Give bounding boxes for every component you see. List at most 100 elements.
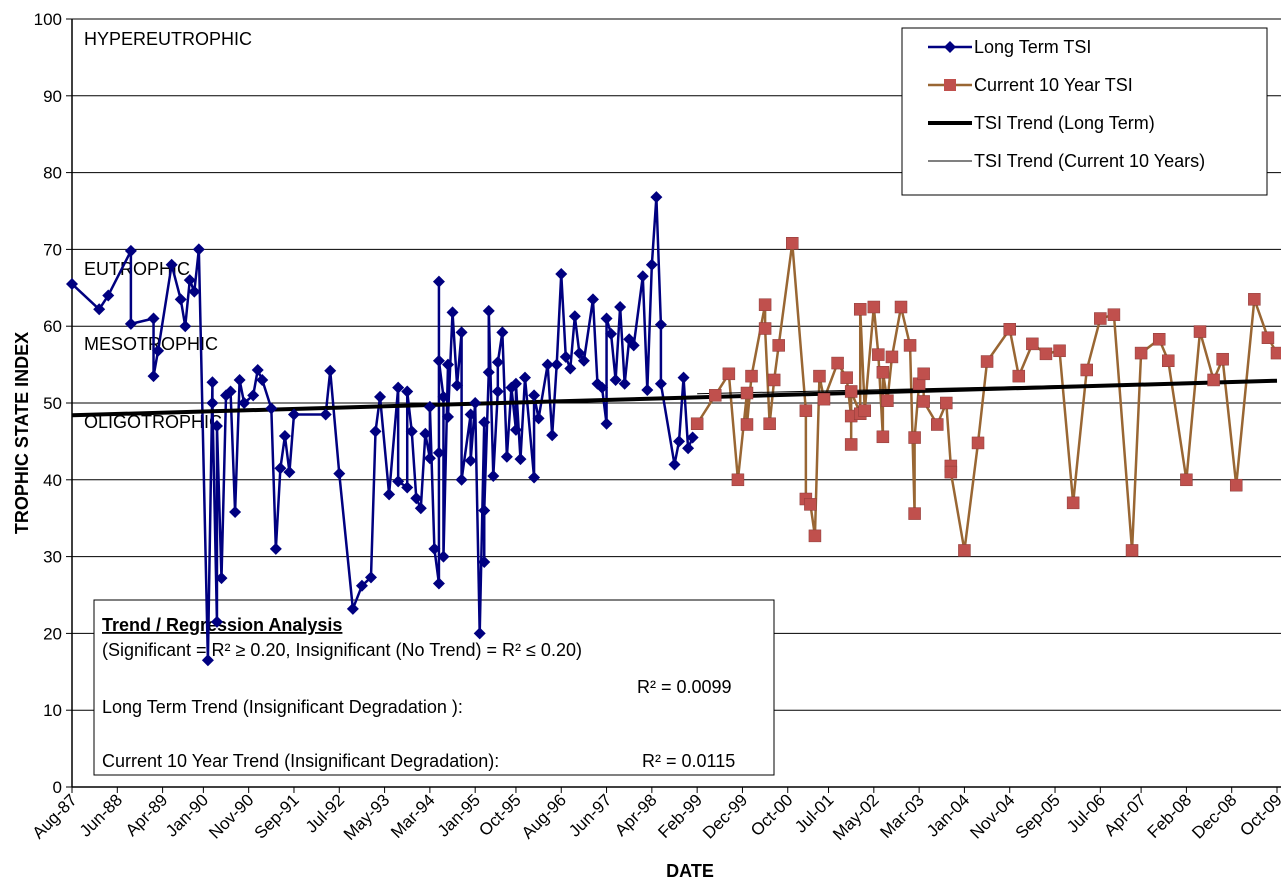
marker	[903, 339, 917, 352]
marker	[1270, 346, 1281, 360]
y-tick-label: 80	[43, 164, 62, 183]
y-tick-label: 90	[43, 87, 62, 106]
marker	[1066, 496, 1080, 510]
marker	[980, 355, 994, 368]
marker	[278, 430, 291, 443]
marker	[355, 579, 368, 592]
marker	[265, 402, 278, 415]
marker	[940, 396, 953, 410]
marker	[1229, 478, 1243, 492]
marker	[758, 298, 772, 311]
marker	[514, 453, 527, 466]
marker	[550, 358, 563, 371]
marker	[509, 377, 522, 390]
y-axis-label: TROPHIC STATE INDEX	[12, 332, 32, 534]
marker	[971, 436, 985, 450]
legend-label: Current 10 Year TSI	[974, 75, 1133, 95]
marker	[564, 362, 577, 375]
marker	[559, 350, 572, 363]
marker	[1248, 293, 1261, 306]
marker	[432, 275, 445, 288]
marker	[478, 504, 491, 517]
legend-label: Long Term TSI	[974, 37, 1091, 57]
marker	[555, 267, 568, 280]
y-tick-label: 10	[43, 701, 62, 720]
marker	[210, 420, 223, 433]
marker	[831, 356, 844, 370]
marker	[183, 274, 196, 287]
marker	[872, 348, 885, 361]
regression-r2: R² = 0.0099	[637, 677, 732, 697]
marker	[573, 347, 586, 360]
marker	[908, 431, 921, 444]
marker	[596, 381, 609, 394]
marker	[767, 373, 781, 387]
marker	[817, 392, 831, 406]
marker	[808, 529, 822, 543]
marker	[745, 369, 758, 383]
marker	[627, 339, 640, 352]
marker	[441, 358, 454, 371]
marker	[174, 293, 187, 306]
zone-label: OLIGOTROPHIC	[84, 412, 222, 432]
marker	[1261, 331, 1275, 344]
marker	[1216, 352, 1229, 366]
marker	[686, 431, 699, 444]
marker	[654, 318, 667, 331]
marker	[1180, 473, 1193, 487]
marker	[446, 306, 459, 319]
marker	[432, 446, 445, 459]
marker	[600, 417, 613, 430]
marker	[568, 310, 581, 323]
marker	[500, 450, 513, 463]
marker	[740, 418, 754, 431]
marker	[147, 312, 160, 325]
marker	[731, 473, 745, 487]
marker	[283, 466, 296, 479]
marker	[392, 475, 405, 488]
marker	[451, 379, 464, 392]
marker	[188, 285, 201, 298]
marker	[124, 317, 137, 330]
marker	[210, 615, 223, 628]
marker	[636, 270, 649, 283]
marker	[333, 467, 346, 480]
legend-label: TSI Trend (Long Term)	[974, 113, 1155, 133]
marker	[364, 571, 377, 584]
marker	[528, 389, 541, 402]
zone-label: MESOTROPHIC	[84, 334, 218, 354]
marker	[274, 462, 287, 475]
regression-r2: R² = 0.0115	[642, 751, 735, 771]
marker	[410, 492, 423, 505]
marker	[383, 488, 396, 501]
regression-label: Current 10 Year Trend (Insignificant Deg…	[102, 751, 499, 771]
marker	[455, 473, 468, 486]
marker	[206, 397, 219, 409]
marker	[690, 417, 704, 430]
marker	[668, 458, 681, 471]
marker	[917, 367, 930, 381]
marker	[654, 377, 667, 390]
marker	[324, 364, 337, 377]
marker	[1193, 325, 1207, 338]
marker	[867, 300, 881, 314]
marker	[469, 397, 482, 409]
marker	[256, 373, 269, 386]
marker	[192, 243, 205, 256]
y-tick-label: 20	[43, 624, 62, 643]
legend-marker	[944, 41, 956, 53]
marker	[1162, 354, 1175, 368]
marker	[233, 373, 246, 386]
marker	[844, 438, 858, 451]
marker	[1107, 308, 1121, 321]
y-tick-label: 40	[43, 471, 62, 490]
y-tick-label: 0	[53, 778, 62, 797]
marker	[1012, 369, 1026, 383]
marker	[609, 373, 622, 386]
y-tick-label: 60	[43, 317, 62, 336]
marker	[1125, 544, 1139, 557]
marker	[229, 506, 242, 519]
marker	[473, 627, 486, 640]
marker	[482, 304, 495, 317]
